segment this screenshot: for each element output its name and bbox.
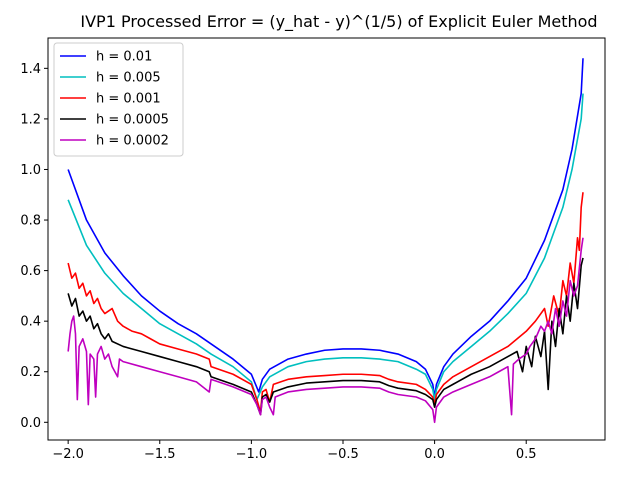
y-tick-label: 0.2 — [20, 365, 41, 380]
axes-frame — [47, 37, 606, 441]
y-tick-label: 0.6 — [20, 264, 41, 279]
series-line — [67, 93, 584, 401]
legend-label: h = 0.01 — [96, 50, 152, 65]
series-group — [67, 58, 584, 424]
y-tick-label: 1.2 — [20, 112, 41, 127]
legend: h = 0.01 h = 0.005 h = 0.001 h = 0.0005 h = … — [53, 42, 184, 157]
y-tick-label: 0.0 — [20, 416, 41, 431]
x-tick-label: −2.0 — [52, 447, 84, 462]
x-tick-label: −1.0 — [236, 447, 268, 462]
series-line — [67, 58, 584, 398]
y-tick-label: 0.8 — [20, 214, 41, 229]
series-line — [67, 257, 584, 416]
x-tick-label: −1.5 — [144, 447, 176, 462]
y-tick-label: 1.4 — [20, 62, 41, 77]
legend-label: h = 0.005 — [96, 71, 161, 86]
legend-label: h = 0.001 — [96, 92, 161, 107]
x-tick-label: 0.0 — [424, 447, 445, 462]
x-tick-label: 0.5 — [516, 447, 537, 462]
x-tick-label: −0.5 — [327, 447, 359, 462]
chart-title: IVP1 Processed Error = (y_hat - y)^(1/5)… — [80, 12, 597, 32]
series-line — [67, 237, 584, 424]
ticks-group: −2.0 −1.5 −1.0 −0.5 0.0 0.5 0.0 0.2 0.4 0.6 0.8 1.0… — [20, 62, 536, 462]
y-tick-label: 0.4 — [20, 315, 41, 330]
legend-box — [53, 42, 184, 157]
legend-label: h = 0.0002 — [96, 134, 169, 149]
legend-label: h = 0.0005 — [96, 113, 169, 128]
series-line — [67, 192, 584, 413]
y-tick-label: 1.0 — [20, 163, 41, 178]
